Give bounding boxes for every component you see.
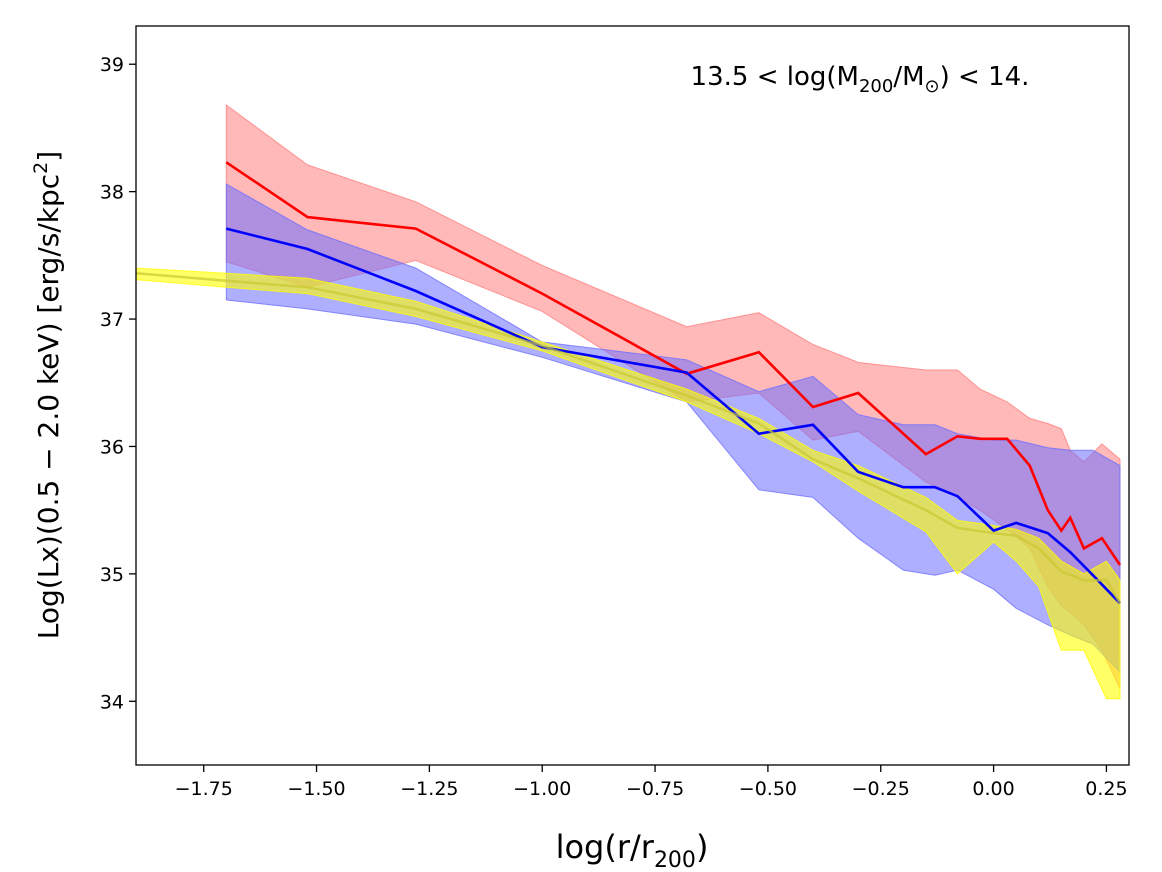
bands-layer xyxy=(136,104,1121,700)
y-tick-label: 37 xyxy=(100,309,124,331)
x-tick-label: −0.50 xyxy=(739,778,797,800)
x-tick-label: −1.75 xyxy=(175,778,233,800)
x-tick-label: −1.50 xyxy=(287,778,345,800)
y-tick-label: 35 xyxy=(100,564,124,586)
x-tick-label: −1.00 xyxy=(513,778,571,800)
y-tick-label: 34 xyxy=(100,691,124,713)
y-tick-label: 39 xyxy=(100,54,124,76)
blue-series-line xyxy=(225,227,1121,605)
y-axis: 34 35 36 37 38 39 xyxy=(100,54,136,713)
yellow-series-line xyxy=(136,271,1122,604)
plot-frame xyxy=(135,25,1130,766)
red-series-line xyxy=(225,161,1122,566)
y-tick-label: 38 xyxy=(100,182,124,204)
yellow-error-band xyxy=(136,267,1121,700)
x-tick-label: −0.75 xyxy=(626,778,684,800)
mass-range-annotation: 13.5 < log(M200/M⊙) < 14. xyxy=(691,62,1030,97)
x-axis-title: log(r/r200) xyxy=(556,828,709,872)
x-tick-label: −1.25 xyxy=(400,778,458,800)
y-tick-label: 36 xyxy=(100,436,124,458)
x-tick-label: −0.25 xyxy=(852,778,910,800)
x-tick-label: 0.25 xyxy=(1085,778,1127,800)
x-tick-label: 0.00 xyxy=(972,778,1014,800)
y-axis-title: Log(Lx)(0.5 − 2.0 keV) [erg/s/kpc2] xyxy=(30,151,65,639)
lines-layer xyxy=(136,161,1122,605)
x-axis: −1.75 −1.50 −1.25 −1.00 −0.75 −0.50 −0.25 0.00 0… xyxy=(175,765,1128,800)
